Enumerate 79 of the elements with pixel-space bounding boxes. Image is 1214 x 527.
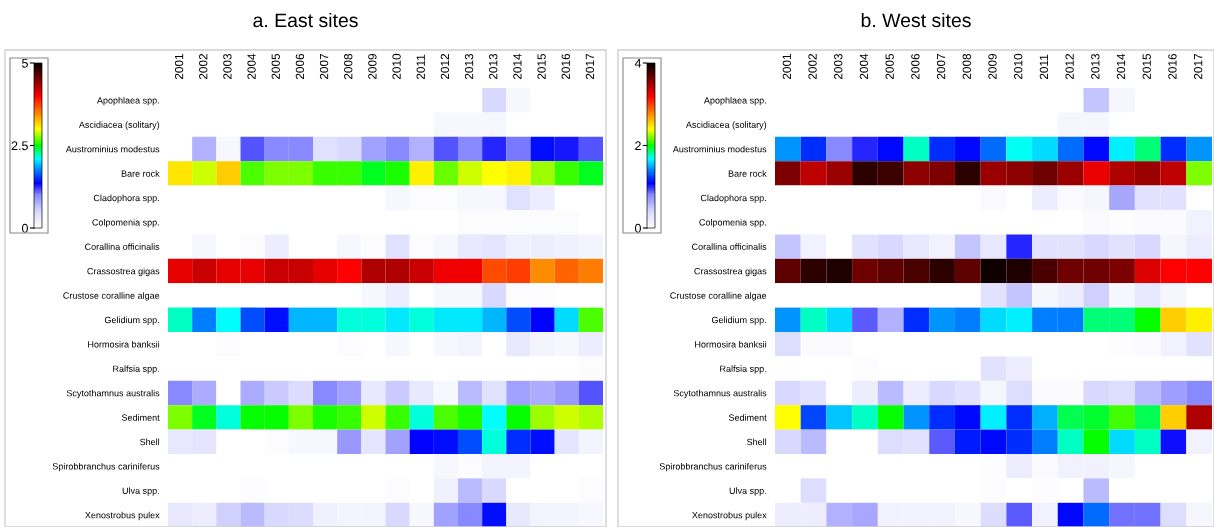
color-bar-label: 0 — [634, 223, 641, 233]
x-tick-label: 2011 — [416, 54, 425, 80]
y-tick-label: Austrominius modestus — [672, 145, 767, 153]
y-tick-label: Cladophora spp. — [93, 194, 159, 203]
x-tick-label: 2001 — [782, 53, 792, 80]
color-bar-label: 0 — [21, 223, 28, 233]
x-tick-label: 2013 — [1091, 53, 1100, 80]
y-tick-label: Colpomenia spp. — [699, 218, 766, 228]
x-tick-label: 2016 — [1168, 53, 1177, 80]
x-tick-label: 2002 — [199, 54, 208, 80]
x-tick-label: 2009 — [368, 53, 377, 80]
x-tick-label: 2014 — [513, 53, 522, 80]
y-tick-label: Sediment — [121, 414, 160, 421]
color-bar-label: 5 — [21, 58, 28, 68]
y-tick-label: Shell — [747, 438, 767, 446]
x-tick-label: 2006 — [911, 53, 920, 80]
y-tick-label: Xenostrobus pulex — [85, 511, 160, 521]
x-tick-label: 2003 — [223, 53, 232, 80]
x-tick-label: 2015 — [537, 53, 546, 80]
x-tick-label: 2008 — [344, 53, 353, 80]
x-tick-label: 2004 — [859, 53, 869, 80]
x-tick-label: 2005 — [885, 53, 894, 80]
x-tick-label: 2005 — [271, 53, 280, 80]
x-tick-label: 2014 — [1116, 53, 1126, 80]
y-tick-label: Corallina officinalis — [692, 243, 767, 250]
y-tick-label: Spirobbranchus cariniferus — [659, 462, 767, 472]
y-tick-label: Crustose coralline algae — [63, 292, 160, 301]
y-tick-label: Bare rock — [728, 170, 767, 177]
y-tick-label: Shell — [140, 438, 160, 446]
x-tick-label: 2009 — [988, 53, 997, 80]
y-tick-label: Austrominius modestus — [65, 145, 160, 153]
y-tick-label: Hormosira banksii — [695, 340, 767, 348]
y-tick-label: Ascidiacea (solitary) — [685, 121, 767, 130]
y-tick-label: Colpomenia spp. — [92, 218, 159, 228]
y-tick-label: Crassostrea gigas — [87, 267, 160, 277]
chart-title: b. West sites — [861, 12, 971, 28]
color-bar-label: 4 — [634, 58, 642, 68]
x-tick-label: 2010 — [392, 53, 401, 80]
y-tick-label: Spirobbranchus cariniferus — [52, 462, 160, 472]
x-tick-label: 2008 — [962, 53, 971, 80]
x-tick-label: 2013 — [464, 53, 474, 80]
x-tick-label: 2002 — [808, 54, 817, 80]
y-tick-label: Sediment — [728, 414, 767, 421]
y-tick-label: Ulva spp. — [122, 487, 159, 496]
y-tick-label: Apophlaea spp. — [703, 96, 766, 106]
y-tick-label: Xenostrobus pulex — [692, 511, 767, 521]
x-tick-label: 2012 — [1065, 54, 1074, 80]
y-tick-label: Crassostrea gigas — [694, 267, 767, 277]
x-tick-label: 2007 — [936, 54, 946, 80]
y-tick-label: Hormosira banksii — [88, 340, 160, 348]
y-tick-label: Crustose coralline algae — [670, 292, 767, 301]
y-tick-label: Ralfsia spp. — [113, 365, 159, 374]
x-tick-label: 2015 — [1142, 53, 1151, 80]
y-tick-label: Gelidium spp. — [711, 316, 766, 325]
y-tick-label: Apophlaea spp. — [96, 96, 159, 106]
x-tick-label: 2013 — [489, 53, 498, 80]
y-tick-label: Ralfsia spp. — [720, 365, 766, 374]
x-tick-label: 2017 — [585, 54, 595, 80]
color-bar-label: 2 — [635, 141, 641, 151]
x-tick-label: 2003 — [834, 53, 843, 80]
color-bar-label: 2.5 — [11, 141, 28, 151]
y-tick-label: Scytothamnus australis — [673, 389, 767, 399]
y-tick-label: Ulva spp. — [729, 487, 766, 496]
x-tick-label: 2010 — [1014, 53, 1023, 80]
y-tick-label: Bare rock — [121, 170, 160, 177]
x-tick-label: 2004 — [247, 53, 256, 80]
x-tick-label: 2012 — [440, 54, 450, 80]
chart-title: a. East sites — [253, 12, 358, 28]
x-tick-label: 2011 — [1039, 54, 1049, 80]
x-tick-label: 2001 — [174, 53, 184, 80]
y-tick-label: Corallina officinalis — [85, 243, 160, 250]
x-tick-label: 2017 — [1193, 54, 1203, 80]
x-tick-label: 2016 — [561, 53, 570, 80]
y-tick-label: Gelidium spp. — [104, 316, 159, 325]
y-tick-label: Scytothamnus australis — [66, 389, 160, 399]
y-tick-label: Cladophora spp. — [700, 194, 766, 203]
x-tick-label: 2006 — [295, 53, 305, 80]
y-tick-label: Ascidiacea (solitary) — [78, 121, 160, 130]
x-tick-label: 2007 — [319, 54, 329, 80]
